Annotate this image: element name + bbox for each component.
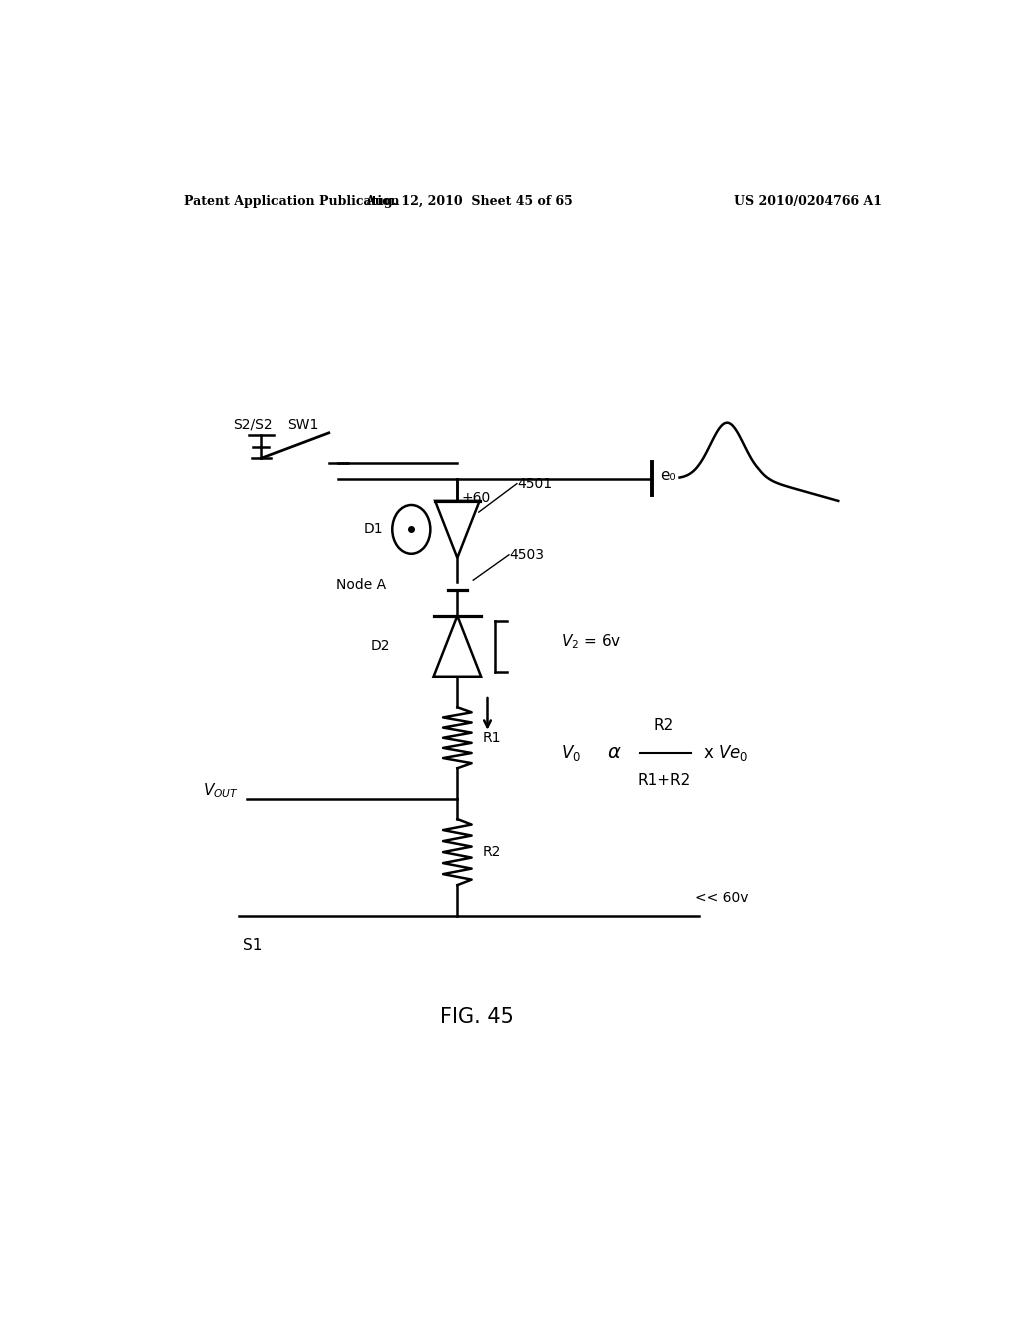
Text: 4501: 4501 — [517, 477, 552, 491]
Text: US 2010/0204766 A1: US 2010/0204766 A1 — [734, 194, 882, 207]
Text: +60: +60 — [461, 491, 490, 504]
Text: $V_0$: $V_0$ — [560, 743, 581, 763]
Text: SW1: SW1 — [287, 417, 318, 432]
Text: << 60v: << 60v — [695, 891, 749, 906]
Text: R2: R2 — [482, 845, 501, 859]
Text: D1: D1 — [364, 523, 384, 536]
Text: S1: S1 — [243, 939, 262, 953]
Text: $\alpha$: $\alpha$ — [606, 743, 622, 763]
Text: e₀: e₀ — [659, 469, 676, 483]
Text: R1+R2: R1+R2 — [637, 774, 690, 788]
Text: D2: D2 — [371, 639, 390, 653]
Text: x $Ve_0$: x $Ve_0$ — [703, 743, 749, 763]
Text: $V_{OUT}$: $V_{OUT}$ — [204, 781, 239, 800]
Text: Patent Application Publication: Patent Application Publication — [183, 194, 399, 207]
Text: $V_2$ = 6v: $V_2$ = 6v — [560, 632, 621, 651]
Text: R1: R1 — [482, 731, 501, 744]
Text: Aug. 12, 2010  Sheet 45 of 65: Aug. 12, 2010 Sheet 45 of 65 — [366, 194, 573, 207]
Text: S2/S2: S2/S2 — [233, 417, 273, 432]
Text: FIG. 45: FIG. 45 — [440, 1007, 514, 1027]
Text: R2: R2 — [653, 718, 674, 733]
Text: Node A: Node A — [336, 578, 386, 593]
Text: 4503: 4503 — [509, 548, 544, 562]
